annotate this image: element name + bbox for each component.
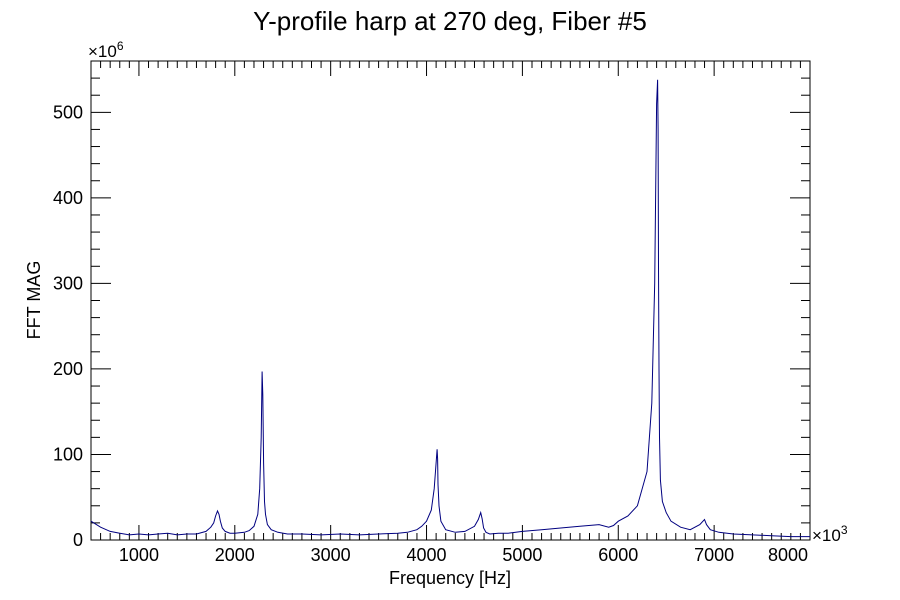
y-axis: 0 100 200 300 400 500 (53, 77, 810, 550)
chart-title: Y-profile harp at 270 deg, Fiber #5 (253, 6, 647, 36)
y-tick-label: 100 (53, 444, 83, 464)
y-axis-label: FFT MAG (24, 261, 44, 340)
y-tick-label: 300 (53, 273, 83, 293)
y-multiplier: ×106 (88, 39, 124, 61)
x-tick-label: 1000 (119, 545, 159, 565)
x-axis: 1000 2000 3000 4000 5000 6000 7000 8000 (100, 61, 811, 565)
y-tick-label: 200 (53, 359, 83, 379)
x-tick-label: 5000 (502, 545, 542, 565)
x-tick-label: 6000 (598, 545, 638, 565)
x-tick-label: 2000 (215, 545, 255, 565)
x-multiplier: ×103 (812, 523, 848, 545)
x-tick-label: 8000 (768, 545, 808, 565)
x-tick-label: 3000 (311, 545, 351, 565)
fft-magnitude-line (90, 79, 810, 538)
x-axis-label: Frequency [Hz] (389, 568, 511, 588)
x-tick-label: 7000 (694, 545, 734, 565)
y-tick-label: 0 (73, 530, 83, 550)
x-tick-label: 4000 (407, 545, 447, 565)
plot-frame (90, 60, 811, 541)
y-tick-label: 400 (53, 188, 83, 208)
y-tick-label: 500 (53, 102, 83, 122)
